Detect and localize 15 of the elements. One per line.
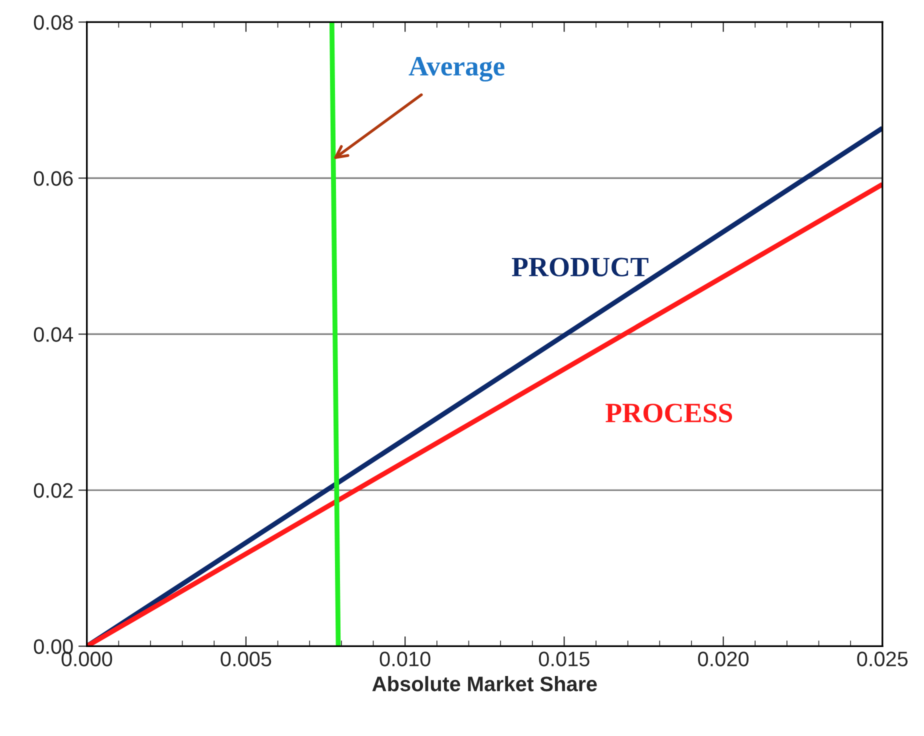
series-label: PROCESS <box>606 404 732 422</box>
x-tick-label: 0.005 <box>220 652 272 666</box>
y-tick-label: 0.06 <box>34 171 73 186</box>
y-tick-label: 0.04 <box>34 327 74 342</box>
y-tick-label: 0.08 <box>34 15 73 30</box>
y-tick-label: 0.02 <box>34 483 73 498</box>
series-label: PRODUCT <box>512 258 648 276</box>
x-tick-label: 0.000 <box>62 652 112 666</box>
x-tick-label: 0.010 <box>380 652 430 666</box>
annotation: Average <box>408 57 504 82</box>
x-tick-label: 0.020 <box>698 652 749 666</box>
x-tick-label: 0.025 <box>857 652 908 666</box>
y-tick-label: 0.00 <box>34 639 73 654</box>
x-axis-title: Absolute Market Share <box>372 676 597 692</box>
x-tick-label: 0.015 <box>538 652 590 666</box>
